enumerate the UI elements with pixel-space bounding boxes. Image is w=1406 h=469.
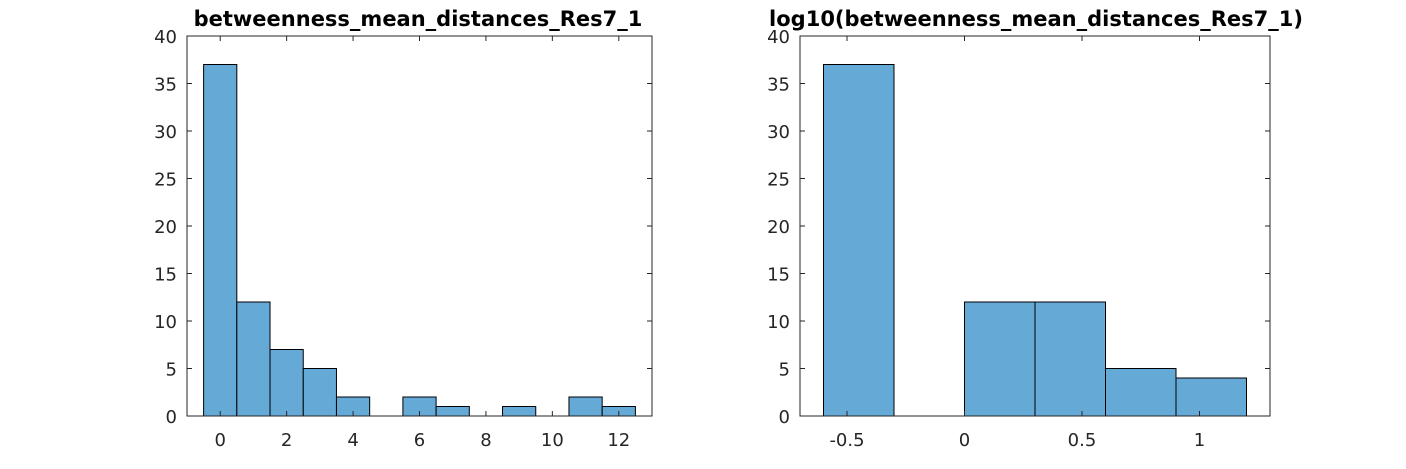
x-tick-label: 0 xyxy=(959,430,970,451)
y-tick-label: 5 xyxy=(779,360,790,381)
y-tick-label: 20 xyxy=(767,217,790,238)
x-tick-label: 1 xyxy=(1194,430,1205,451)
y-tick-label: 35 xyxy=(154,75,177,96)
x-tick-label: 12 xyxy=(607,430,630,451)
y-tick-label: 5 xyxy=(166,360,177,381)
histogram-bar xyxy=(236,301,271,417)
y-tick-label: 0 xyxy=(166,407,177,428)
histogram-bar xyxy=(568,396,603,417)
y-tick-label: 40 xyxy=(767,27,790,48)
y-tick-label: 15 xyxy=(767,265,790,286)
histogram-bar xyxy=(964,301,1036,417)
y-tick-label: 25 xyxy=(154,170,177,191)
y-tick-label: 25 xyxy=(767,170,790,191)
y-tick-label: 35 xyxy=(767,75,790,96)
y-tick-label: 40 xyxy=(154,27,177,48)
x-tick-label: -0.5 xyxy=(829,430,864,451)
y-tick-label: 30 xyxy=(767,122,790,143)
x-tick-label: 4 xyxy=(347,430,358,451)
x-tick-label: 2 xyxy=(281,430,292,451)
histogram-bar xyxy=(1105,368,1177,417)
chart-title: betweenness_mean_distances_Res7_1 xyxy=(194,7,643,31)
histogram-bar xyxy=(1175,377,1247,417)
y-tick-label: 20 xyxy=(154,217,177,238)
x-tick-label: 0 xyxy=(214,430,225,451)
histogram-bar xyxy=(302,368,337,417)
y-tick-label: 30 xyxy=(154,122,177,143)
histogram-bar xyxy=(269,349,304,417)
histogram-bar xyxy=(823,64,895,417)
y-tick-label: 10 xyxy=(154,312,177,333)
x-tick-label: 10 xyxy=(541,430,564,451)
x-tick-label: 6 xyxy=(414,430,425,451)
histogram-bar xyxy=(435,406,470,417)
y-tick-label: 0 xyxy=(779,407,790,428)
x-tick-label: 0.5 xyxy=(1068,430,1097,451)
y-tick-label: 10 xyxy=(767,312,790,333)
histogram-linear: betweenness_mean_distances_Res7_1 0 2 4 6 8 1… xyxy=(154,7,653,451)
y-tick-label: 15 xyxy=(154,265,177,286)
x-tick-label: 8 xyxy=(480,430,491,451)
histogram-bar xyxy=(502,406,537,417)
histogram-bar xyxy=(1034,301,1106,417)
histogram-log10: log10(betweenness_mean_distances_Res7_1)… xyxy=(767,7,1303,451)
histogram-bar xyxy=(203,64,238,417)
chart-title: log10(betweenness_mean_distances_Res7_1) xyxy=(769,7,1303,31)
